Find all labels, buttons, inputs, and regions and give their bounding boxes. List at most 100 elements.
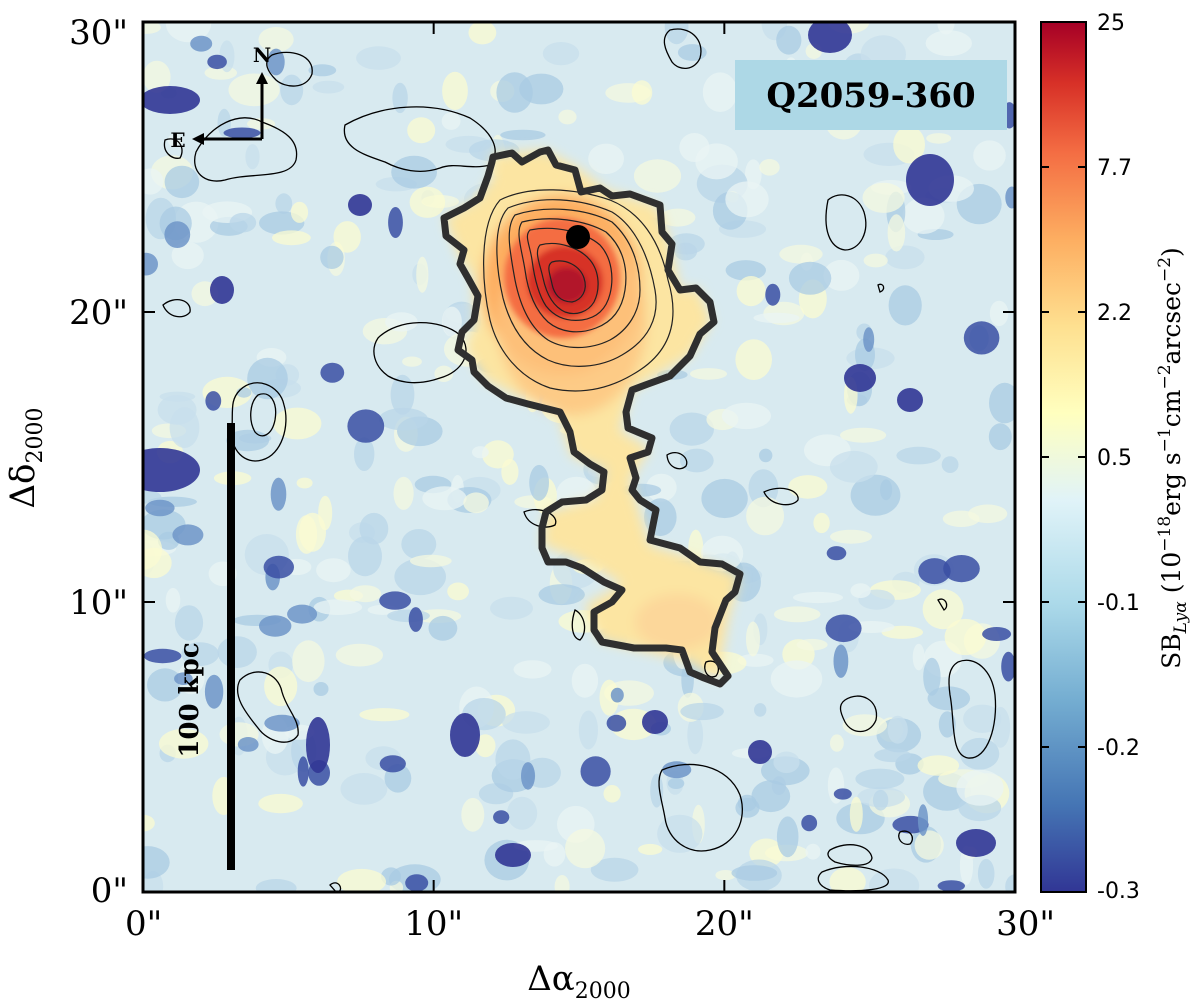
noise-patch <box>335 643 383 667</box>
noise-patch <box>463 492 489 514</box>
noise-patch <box>500 129 546 141</box>
noise-patch <box>354 437 375 471</box>
noise-patch <box>280 74 304 106</box>
noise-patch <box>333 221 361 253</box>
negative-noise-patch <box>826 546 847 561</box>
negative-noise-patch <box>348 194 372 216</box>
colorbar-ticks: 25 7.7 2.2 0.5 -0.1 -0.2 -0.3 <box>1041 11 1140 904</box>
noise-patch <box>776 25 802 55</box>
noise-patch <box>599 679 619 716</box>
noise-patch <box>829 450 878 483</box>
noise-patch <box>660 208 696 227</box>
negative-noise-patch <box>825 614 862 643</box>
colorbar-tick-label: 7.7 <box>1097 156 1132 181</box>
noise-patch <box>956 769 1004 806</box>
noise-patch <box>401 529 437 560</box>
noise-patch <box>558 109 577 125</box>
noise-patch <box>247 357 288 400</box>
noise-patch <box>165 587 181 613</box>
noise-patch <box>385 312 418 332</box>
noise-patch <box>667 777 685 790</box>
noise-patch <box>737 653 774 667</box>
negative-noise-patch <box>765 283 781 306</box>
noise-patch <box>927 686 971 711</box>
noise-patch <box>770 660 823 698</box>
negative-noise-patch <box>917 804 929 836</box>
noise-patch <box>896 446 941 465</box>
negative-noise-patch <box>259 615 292 637</box>
noise-patch <box>944 618 987 656</box>
noise-patch <box>416 256 429 293</box>
negative-noise-patch <box>963 321 1000 355</box>
noise-patch <box>923 657 941 696</box>
noise-patch <box>393 476 414 510</box>
noise-patch <box>754 703 767 717</box>
noise-patch <box>973 140 1006 171</box>
noise-patch <box>917 755 960 776</box>
noise-patch <box>788 475 828 499</box>
y-axis-label: Δδ2000 <box>3 407 48 508</box>
noise-patch <box>245 144 260 170</box>
noise-patch <box>650 773 664 808</box>
noise-patch <box>736 276 766 307</box>
colorbar-tick-label: -0.2 <box>1097 736 1140 761</box>
negative-noise-patch <box>405 874 429 892</box>
noise-patch <box>735 339 772 380</box>
noise-patch <box>849 796 863 832</box>
x-tick-label: 0" <box>125 904 162 944</box>
negative-noise-patch <box>237 737 259 752</box>
negative-noise-patch <box>379 755 406 773</box>
negative-noise-patch <box>204 674 224 709</box>
noise-patch <box>143 22 161 34</box>
noise-patch <box>538 584 585 606</box>
noise-patch <box>850 583 871 599</box>
negative-noise-patch <box>174 672 193 685</box>
noise-patch <box>409 186 446 218</box>
noise-patch <box>689 368 728 380</box>
noise-patch <box>989 300 1009 327</box>
noise-patch <box>776 816 799 858</box>
noise-patch <box>292 640 325 683</box>
noise-patch <box>258 793 303 814</box>
scale-bar-label: 100 kpc <box>175 642 205 757</box>
surface-brightness-map: Q2059-360 N E 100 kpc <box>143 22 1015 892</box>
negative-noise-patch <box>495 843 531 867</box>
noise-patch <box>588 143 624 174</box>
negative-noise-patch <box>450 713 480 757</box>
east-arrowhead <box>192 133 204 145</box>
x-tick-label: 10" <box>404 904 463 944</box>
noise-patch <box>840 427 887 443</box>
noise-patch <box>542 42 580 66</box>
x-tick-labels: 0" 10" 20" 30" <box>125 904 1055 944</box>
noise-patch <box>143 814 155 832</box>
noise-patch <box>874 748 911 763</box>
negative-noise-patch <box>388 207 403 238</box>
noise-patch <box>441 306 462 337</box>
noise-patch <box>169 407 200 449</box>
noise-patch <box>337 868 386 892</box>
negative-noise-patch <box>897 388 923 412</box>
negative-noise-patch <box>606 714 627 732</box>
noise-patch <box>348 536 382 577</box>
noise-patch <box>677 44 707 61</box>
noise-patch <box>702 72 738 112</box>
negative-noise-patch <box>918 558 951 585</box>
noise-patch <box>680 702 724 721</box>
compass-east-label: E <box>170 128 185 152</box>
negative-noise-patch <box>143 252 158 276</box>
noise-patch <box>316 558 351 583</box>
noise-patch <box>679 448 714 473</box>
noise-patch <box>735 797 760 818</box>
noise-patch <box>829 867 866 892</box>
noise-patch <box>428 615 458 641</box>
noise-patch <box>496 72 533 113</box>
negative-noise-patch <box>306 717 330 773</box>
noise-patch <box>988 423 1012 451</box>
negative-noise-patch <box>833 788 852 800</box>
noise-patch <box>731 865 778 881</box>
noise-patch <box>759 448 773 463</box>
noise-patch <box>402 356 422 367</box>
noise-patch <box>174 605 204 641</box>
negative-noise-patches <box>143 22 1015 892</box>
noise-patch <box>308 64 337 77</box>
